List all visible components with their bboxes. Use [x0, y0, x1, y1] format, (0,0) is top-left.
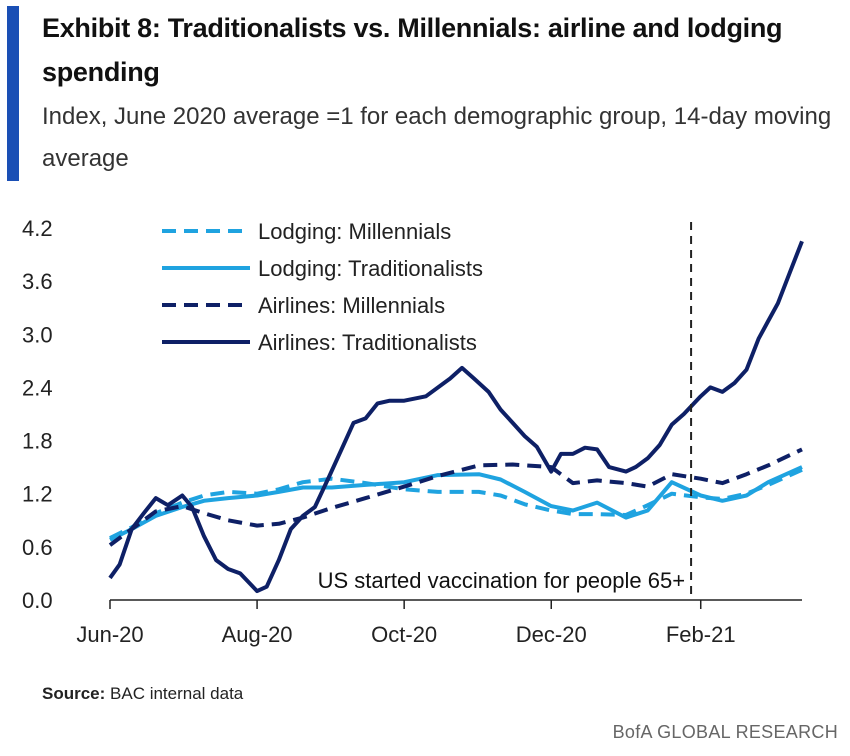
x-tick-label: Aug-20	[222, 622, 293, 647]
legend-label: Lodging: Traditionalists	[258, 256, 483, 281]
series-lines	[108, 240, 804, 594]
series-line-airlines-traditionalists	[108, 240, 804, 594]
x-axis: Jun-20 Aug-20 Oct-20 Dec-20 Feb-21	[76, 599, 802, 647]
line-chart: 0.0 0.6 1.2 1.8 2.4 3.0 3.6 4.2 Jun-20 Aug-20 Oct…	[22, 216, 804, 647]
x-tick-label: Oct-20	[371, 622, 437, 647]
legend-label: Airlines: Millennials	[258, 293, 445, 318]
source-text: BAC internal data	[105, 684, 244, 703]
vaccination-marker: US started vaccination for people 65+	[318, 222, 693, 600]
legend-label: Lodging: Millennials	[258, 219, 451, 244]
y-tick-label: 0.6	[22, 535, 53, 560]
y-tick-label: 3.6	[22, 269, 53, 294]
legend-label: Airlines: Traditionalists	[258, 330, 477, 355]
y-tick-label: 2.4	[22, 375, 53, 400]
y-tick-label: 1.8	[22, 429, 53, 454]
chart-title: Exhibit 8: Traditionalists vs. Millennia…	[42, 13, 783, 87]
accent-bar	[7, 6, 19, 181]
y-axis: 0.0 0.6 1.2 1.8 2.4 3.0 3.6 4.2	[22, 216, 53, 613]
vaccination-annotation: US started vaccination for people 65+	[318, 568, 686, 593]
y-tick-label: 0.0	[22, 588, 53, 613]
chart-subtitle: Index, June 2020 average =1 for each dem…	[42, 103, 832, 172]
y-tick-label: 4.2	[22, 216, 53, 241]
legend: Lodging: Millennials Lodging: Traditional…	[162, 219, 483, 355]
series-line-airlines-millennials	[108, 447, 803, 547]
series-line-lodging-millennials	[109, 467, 803, 540]
brand-footer: BofA GLOBAL RESEARCH	[612, 722, 838, 742]
x-tick-label: Dec-20	[516, 622, 587, 647]
x-tick-label: Feb-21	[666, 622, 736, 647]
source-note: Source: BAC internal data	[42, 684, 243, 704]
x-tick-label: Jun-20	[76, 622, 143, 647]
source-label: Source:	[42, 684, 106, 703]
y-tick-label: 3.0	[22, 322, 53, 347]
y-tick-label: 1.2	[22, 482, 53, 507]
